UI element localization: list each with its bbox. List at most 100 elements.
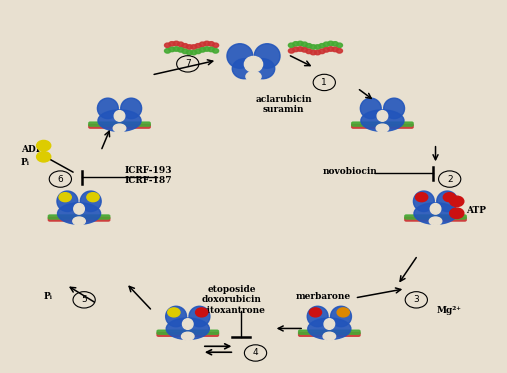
Circle shape bbox=[314, 50, 320, 55]
Ellipse shape bbox=[430, 204, 441, 214]
Text: aclarubicin
suramin: aclarubicin suramin bbox=[256, 95, 312, 115]
Circle shape bbox=[319, 44, 325, 48]
Circle shape bbox=[169, 42, 175, 46]
FancyBboxPatch shape bbox=[157, 332, 219, 336]
Circle shape bbox=[337, 43, 343, 47]
Ellipse shape bbox=[57, 191, 78, 211]
Circle shape bbox=[191, 50, 197, 55]
Ellipse shape bbox=[232, 59, 257, 79]
Ellipse shape bbox=[182, 332, 194, 341]
FancyBboxPatch shape bbox=[89, 122, 150, 126]
Circle shape bbox=[164, 43, 170, 47]
Circle shape bbox=[59, 193, 71, 202]
Ellipse shape bbox=[166, 318, 209, 339]
Circle shape bbox=[288, 48, 295, 53]
Text: novobiocin: novobiocin bbox=[322, 167, 377, 176]
Text: 7: 7 bbox=[185, 59, 191, 68]
Circle shape bbox=[450, 208, 464, 219]
Circle shape bbox=[204, 41, 210, 46]
FancyBboxPatch shape bbox=[48, 215, 110, 219]
Circle shape bbox=[310, 50, 316, 55]
Ellipse shape bbox=[98, 110, 141, 131]
Ellipse shape bbox=[307, 306, 328, 327]
Ellipse shape bbox=[246, 72, 261, 82]
Circle shape bbox=[328, 47, 334, 51]
Circle shape bbox=[196, 308, 208, 317]
Circle shape bbox=[302, 42, 308, 47]
Circle shape bbox=[332, 42, 338, 46]
Circle shape bbox=[177, 42, 184, 47]
Text: 1: 1 bbox=[321, 78, 327, 87]
Ellipse shape bbox=[74, 204, 84, 214]
Circle shape bbox=[191, 45, 197, 49]
Ellipse shape bbox=[250, 59, 275, 79]
Text: ATP: ATP bbox=[466, 206, 486, 215]
FancyBboxPatch shape bbox=[405, 217, 466, 221]
Circle shape bbox=[182, 49, 188, 54]
Text: Pᵢ: Pᵢ bbox=[21, 158, 30, 167]
Circle shape bbox=[87, 193, 99, 202]
Circle shape bbox=[208, 47, 214, 52]
Circle shape bbox=[187, 45, 193, 49]
Ellipse shape bbox=[429, 217, 442, 225]
Ellipse shape bbox=[227, 44, 253, 68]
Ellipse shape bbox=[166, 306, 187, 327]
FancyBboxPatch shape bbox=[89, 124, 150, 128]
Ellipse shape bbox=[113, 124, 126, 132]
Circle shape bbox=[310, 45, 316, 49]
Ellipse shape bbox=[57, 203, 100, 224]
Circle shape bbox=[177, 48, 184, 52]
Circle shape bbox=[293, 42, 299, 46]
Circle shape bbox=[212, 48, 219, 53]
Circle shape bbox=[195, 44, 201, 48]
Circle shape bbox=[443, 193, 456, 202]
Ellipse shape bbox=[413, 191, 434, 211]
Ellipse shape bbox=[414, 203, 457, 224]
Circle shape bbox=[323, 42, 330, 47]
Text: ADP: ADP bbox=[21, 145, 43, 154]
Circle shape bbox=[323, 48, 330, 52]
Ellipse shape bbox=[114, 111, 125, 121]
Circle shape bbox=[337, 48, 343, 53]
Ellipse shape bbox=[384, 98, 405, 119]
Ellipse shape bbox=[360, 98, 381, 119]
Circle shape bbox=[328, 41, 334, 46]
Circle shape bbox=[195, 49, 201, 54]
Circle shape bbox=[168, 308, 180, 317]
Circle shape bbox=[319, 49, 325, 54]
Circle shape bbox=[306, 44, 312, 48]
Text: 5: 5 bbox=[81, 295, 87, 304]
Circle shape bbox=[450, 196, 464, 207]
Circle shape bbox=[293, 47, 299, 52]
Ellipse shape bbox=[80, 191, 101, 211]
Text: 2: 2 bbox=[447, 175, 452, 184]
FancyBboxPatch shape bbox=[157, 330, 219, 334]
Circle shape bbox=[199, 42, 205, 47]
Ellipse shape bbox=[73, 217, 85, 225]
FancyBboxPatch shape bbox=[299, 332, 360, 336]
Ellipse shape bbox=[254, 44, 280, 68]
Text: Pᵢ: Pᵢ bbox=[44, 292, 53, 301]
FancyBboxPatch shape bbox=[352, 122, 413, 126]
Text: ICRF-193
ICRF-187: ICRF-193 ICRF-187 bbox=[125, 166, 172, 185]
Ellipse shape bbox=[189, 306, 210, 327]
FancyBboxPatch shape bbox=[405, 215, 466, 219]
Circle shape bbox=[37, 140, 51, 151]
Ellipse shape bbox=[183, 319, 193, 329]
Circle shape bbox=[208, 42, 214, 46]
Circle shape bbox=[212, 43, 219, 47]
Circle shape bbox=[199, 48, 205, 52]
Ellipse shape bbox=[331, 306, 351, 327]
Circle shape bbox=[288, 43, 295, 47]
Ellipse shape bbox=[437, 191, 458, 211]
Circle shape bbox=[297, 41, 303, 46]
Circle shape bbox=[416, 193, 428, 202]
Circle shape bbox=[187, 50, 193, 55]
Circle shape bbox=[169, 47, 175, 52]
Circle shape bbox=[164, 48, 170, 53]
Text: 3: 3 bbox=[413, 295, 419, 304]
Text: etoposide
doxorubicin
mitoxantrone: etoposide doxorubicin mitoxantrone bbox=[198, 285, 266, 315]
Ellipse shape bbox=[376, 124, 389, 132]
Text: Mg²⁺: Mg²⁺ bbox=[437, 307, 461, 316]
Ellipse shape bbox=[244, 56, 263, 72]
